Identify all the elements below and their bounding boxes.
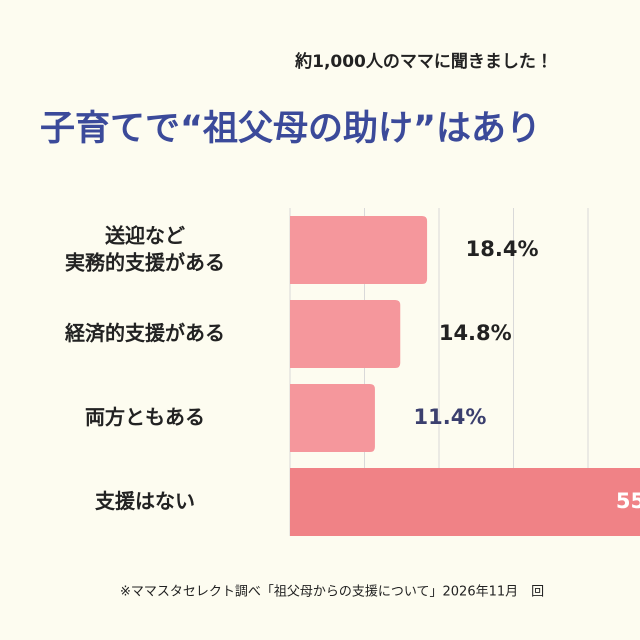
category-label: 経済的支援がある [64, 321, 225, 345]
value-label: 11.4% [414, 405, 487, 429]
bar [290, 384, 375, 452]
bar [290, 468, 640, 536]
bar [290, 300, 401, 368]
chart-subtitle: 約1,000人のママに聞きました！ [294, 51, 553, 72]
category-line: 支援はない [95, 489, 195, 513]
bar [290, 216, 428, 284]
value-label: 55.4% [616, 489, 640, 513]
chart-title: 子育てで“祖父母の助け”はあり [40, 109, 541, 149]
value-label: 14.8% [439, 321, 512, 345]
category-label: 送迎など実務的支援がある [65, 223, 225, 274]
category-line: 送迎など [105, 223, 185, 247]
category-line: 両方ともある [85, 405, 205, 429]
category-label: 両方ともある [85, 405, 205, 429]
value-label: 18.4% [466, 237, 539, 261]
category-label: 支援はない [95, 489, 195, 513]
category-line: 実務的支援がある [65, 250, 225, 274]
category-line: 経済的支援がある [64, 321, 225, 345]
source-note: ※ママスタセレクト調べ「祖父母からの支援について」2026年11月 回 [120, 585, 544, 600]
